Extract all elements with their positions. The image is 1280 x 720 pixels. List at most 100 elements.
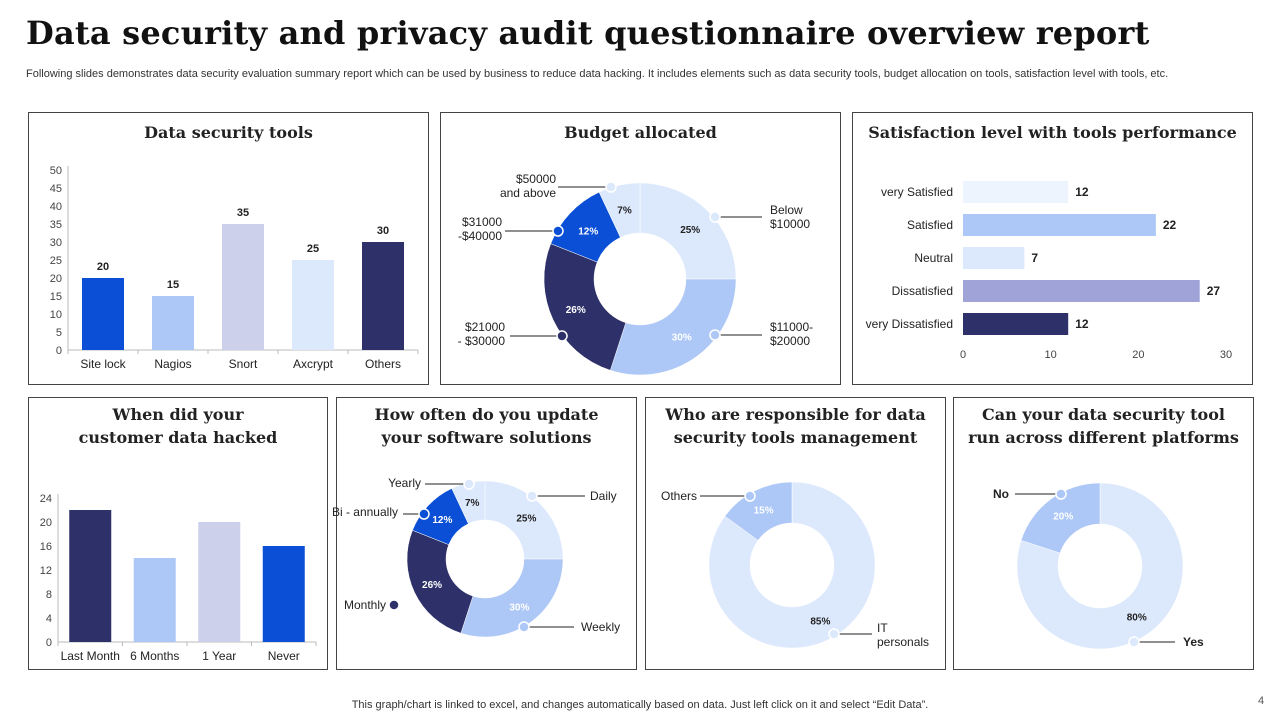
category-label: IT [877,621,888,635]
slice-yearly [451,480,486,525]
category-label: Yes [1183,635,1204,649]
leader-marker [552,225,564,237]
category-label: and above [500,186,556,200]
category-label: Weekly [581,620,620,634]
page-number: 4 [1258,695,1265,707]
chart-title: Satisfaction level with tools performanc… [868,123,1237,142]
bar-axcrypt [292,260,334,350]
leader-marker [518,621,530,633]
x-tick-label: Axcrypt [293,357,334,371]
y-tick-label: 12 [40,565,52,577]
y-tick-label: 25 [50,255,62,267]
y-tick-label: 20 [40,517,52,529]
value-label: 25% [516,514,536,525]
bar-dissatisfied [963,280,1200,302]
slice-below-10000 [639,182,737,280]
page-title: Data security and privacy audit question… [26,14,1150,52]
slice--11000-20000 [610,278,737,376]
panel-data-security-tools[interactable]: Data security tools [28,112,429,385]
bar-last-month [69,510,112,642]
y-tick-label: 16 [40,541,52,553]
y-tick-label: 0 [56,345,62,357]
leader-marker [463,478,475,490]
bar-very-satisfied [963,181,1069,203]
panel-cross-platform[interactable]: Can your data security tool run across di… [953,397,1254,670]
category-label: Satisfied [907,218,953,232]
leader-marker [709,211,721,223]
title-line: When did your [112,405,244,424]
y-tick-label: 15 [50,291,62,303]
panel-budget-allocated[interactable]: Budget allocated [440,112,841,385]
bar-6-months [133,558,176,642]
title-line: run across different platforms [968,428,1239,447]
category-label: very Dissatisfied [866,317,953,331]
value-label: 15% [754,505,774,516]
data-label: 7 [1031,251,1038,265]
chart-title: When did your customer data hacked [29,403,327,449]
slice-monthly [406,529,474,634]
value-label: 26% [566,305,586,316]
bar-nagios [152,296,194,350]
panel-responsibility[interactable]: Who are responsible for data security too… [645,397,946,670]
footer-note: This graph/chart is linked to excel, and… [351,699,929,711]
x-tick-label: 30 [1220,349,1232,361]
slice-others [724,481,793,541]
y-tick-label: 24 [40,493,52,505]
chart-title: How often do you update your software sol… [337,403,636,449]
category-label: $50000 [516,172,556,186]
category-label: Neutral [914,251,953,265]
category-label: Bi - annually [332,505,398,519]
value-label: 80% [1127,613,1147,624]
bar-others [362,242,404,350]
y-tick-label: 8 [46,589,52,601]
data-label: 12 [1075,185,1089,199]
x-tick-label: 1 Year [202,649,236,663]
leader-marker [605,181,617,193]
x-tick-label: Last Month [61,649,120,663]
category-label: $11000- [770,320,813,334]
value-label: 12% [432,515,452,526]
bar-snort [222,224,264,350]
panel-data-hacked[interactable]: When did your customer data hacked [28,397,328,670]
leader-marker [709,329,721,341]
data-label: 30 [377,225,389,237]
category-label: Others [661,489,697,503]
leader-marker [526,490,538,502]
bar-1-year [198,522,241,642]
category-label: $31000 [462,215,502,229]
y-tick-label: 4 [46,613,52,625]
data-label: 12 [1075,317,1089,331]
x-tick-label: Others [365,357,401,371]
value-label: 7% [465,498,480,509]
category-label: very Satisfied [881,185,953,199]
panel-software-update[interactable]: How often do you update your software sol… [336,397,637,670]
x-tick-label: Snort [229,357,258,371]
panel-satisfaction-level[interactable]: Satisfaction level with tools performanc… [852,112,1253,385]
x-tick-label: 20 [1132,349,1144,361]
slice-yes [1016,482,1184,650]
value-label: 26% [422,580,442,591]
slice-weekly [460,558,564,638]
leader-marker [744,490,756,502]
slice--21000-30000 [543,243,627,371]
category-label: Daily [590,489,617,503]
slice-no [1020,482,1101,554]
y-tick-label: 30 [50,237,62,249]
chart-title: Who are responsible for data security too… [646,403,945,449]
y-tick-label: 50 [50,165,62,177]
bar-neutral [963,247,1025,269]
bar-satisfied [963,214,1156,236]
title-line: Can your data security tool [982,405,1225,424]
bar-very-dissatisfied [963,313,1069,335]
data-label: 27 [1207,284,1221,298]
title-line: customer data hacked [78,428,278,447]
title-line: security tools management [673,428,918,447]
y-tick-label: 10 [50,309,62,321]
x-tick-label: Site lock [80,357,126,371]
category-label: Yearly [388,476,421,490]
category-label: $21000 [465,320,505,334]
y-tick-label: 5 [56,327,62,339]
bar-never [262,546,305,642]
page-subtitle: Following slides demonstrates data secur… [26,68,1169,80]
